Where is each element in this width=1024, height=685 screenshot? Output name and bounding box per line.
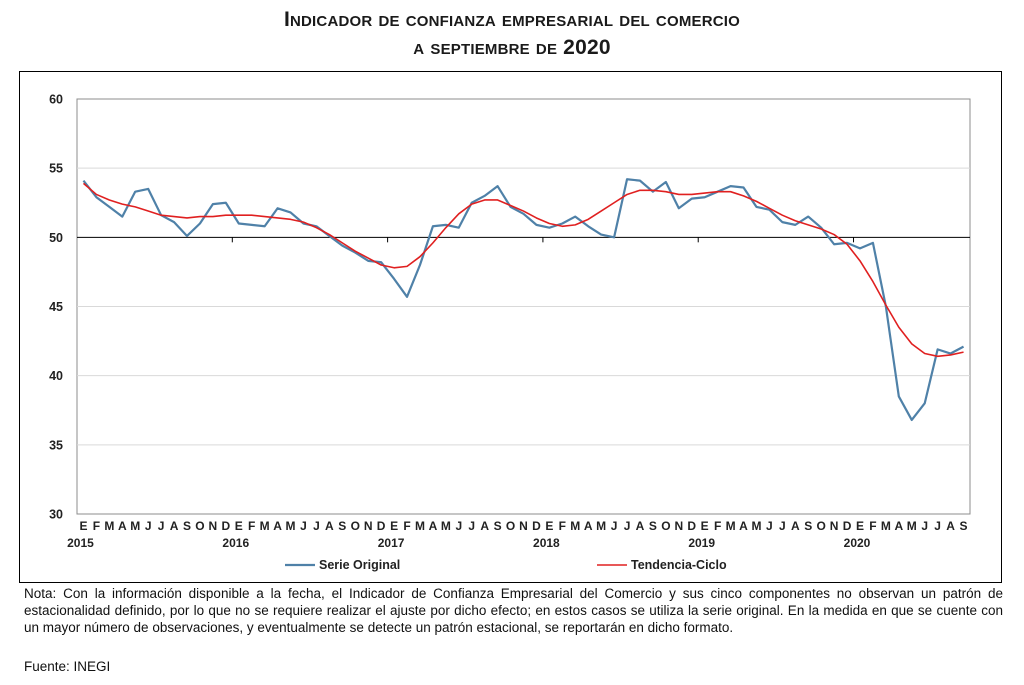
y-tick-label: 45 [49, 300, 63, 314]
x-year-label: 2015 [67, 536, 94, 550]
x-tick-label: J [921, 519, 928, 533]
legend-label: Tendencia-Ciclo [631, 558, 727, 572]
x-tick-label: A [739, 519, 748, 533]
x-year-label: 2017 [378, 536, 405, 550]
x-tick-label: M [881, 519, 891, 533]
gridlines [76, 98, 971, 515]
y-tick-label: 40 [49, 369, 63, 383]
x-tick-label: N [830, 519, 839, 533]
x-tick-label: D [221, 519, 230, 533]
y-tick-label: 55 [49, 162, 63, 176]
x-tick-label: M [415, 519, 425, 533]
x-tick-label: M [751, 519, 761, 533]
x-tick-label: A [894, 519, 903, 533]
x-year-label: 2016 [222, 536, 249, 550]
x-tick-label: N [674, 519, 683, 533]
x-year-label: 2020 [844, 536, 871, 550]
x-tick-label: S [494, 519, 502, 533]
x-tick-label: F [559, 519, 566, 533]
x-tick-label: N [209, 519, 218, 533]
x-tick-label: N [364, 519, 373, 533]
y-tick-label: 35 [49, 438, 63, 452]
x-tick-label: F [93, 519, 100, 533]
x-tick-label: N [519, 519, 528, 533]
chart-title-line-1: Indicador de confianza empresarial del c… [283, 8, 741, 31]
x-tick-label: J [455, 519, 462, 533]
x-tick-label: J [158, 519, 165, 533]
x-tick-label: J [300, 519, 307, 533]
x-tick-label: E [390, 519, 398, 533]
x-tick-label: J [934, 519, 941, 533]
x-tick-label: O [506, 519, 515, 533]
x-tick-label: O [816, 519, 825, 533]
x-tick-label: F [714, 519, 721, 533]
footnote: Nota: Con la información disponible a la… [24, 586, 1003, 635]
x-tick-label: A [584, 519, 593, 533]
x-tick-label: E [235, 519, 243, 533]
x-tick-label: F [869, 519, 876, 533]
chart-title-line-2: a septiembre de 2020 [413, 36, 611, 59]
x-tick-label: E [79, 519, 87, 533]
x-tick-label: S [960, 519, 968, 533]
x-tick-label: J [313, 519, 320, 533]
x-tick-label: A [636, 519, 645, 533]
x-tick-label: M [726, 519, 736, 533]
x-tick-label: J [145, 519, 152, 533]
x-tick-label: D [843, 519, 852, 533]
x-tick-label: S [338, 519, 346, 533]
x-tick-label: M [441, 519, 451, 533]
x-tick-label: D [687, 519, 696, 533]
x-tick-label: A [170, 519, 179, 533]
x-tick-label: S [183, 519, 191, 533]
x-tick-label: J [611, 519, 618, 533]
legend-label: Serie Original [319, 558, 400, 572]
x-tick-label: A [480, 519, 489, 533]
y-tick-label: 60 [49, 93, 63, 107]
x-tick-label: J [766, 519, 773, 533]
x-tick-label: F [248, 519, 255, 533]
x-tick-label: A [429, 519, 438, 533]
x-tick-label: O [195, 519, 204, 533]
x-tick-label: S [804, 519, 812, 533]
x-tick-label: M [286, 519, 296, 533]
series-line-tendencia-ciclo [82, 182, 964, 358]
x-tick-label: A [118, 519, 127, 533]
legend: Serie Original Tendencia-Ciclo [285, 558, 727, 572]
x-tick-label: D [377, 519, 386, 533]
x-tick-label: M [596, 519, 606, 533]
x-tick-label: E [545, 519, 553, 533]
x-tick-label: F [403, 519, 410, 533]
x-tick-label: M [570, 519, 580, 533]
x-tick-label: D [532, 519, 541, 533]
series-lines [82, 178, 965, 422]
x-tick-label: A [946, 519, 955, 533]
x-tick-label: S [649, 519, 657, 533]
x-tick-label: E [856, 519, 864, 533]
x-tick-label: E [701, 519, 709, 533]
source-label: Fuente: INEGI [24, 659, 111, 674]
x-tick-label: A [325, 519, 334, 533]
x-tick-label: A [273, 519, 282, 533]
x-tick-label: M [907, 519, 917, 533]
series-line-serie-original [82, 178, 965, 422]
x-tick-label: J [624, 519, 631, 533]
y-tick-label: 50 [49, 231, 63, 245]
x-tick-label: O [661, 519, 670, 533]
y-axis: 30 35 40 45 50 55 60 [49, 93, 63, 522]
x-tick-label: O [351, 519, 360, 533]
x-year-label: 2019 [688, 536, 715, 550]
x-tick-label: A [791, 519, 800, 533]
x-tick-label: M [130, 519, 140, 533]
x-year-label: 2018 [533, 536, 560, 550]
x-tick-label: M [260, 519, 270, 533]
y-tick-label: 30 [49, 508, 63, 522]
x-tick-label: M [104, 519, 114, 533]
x-tick-label: J [779, 519, 786, 533]
x-tick-label: J [468, 519, 475, 533]
